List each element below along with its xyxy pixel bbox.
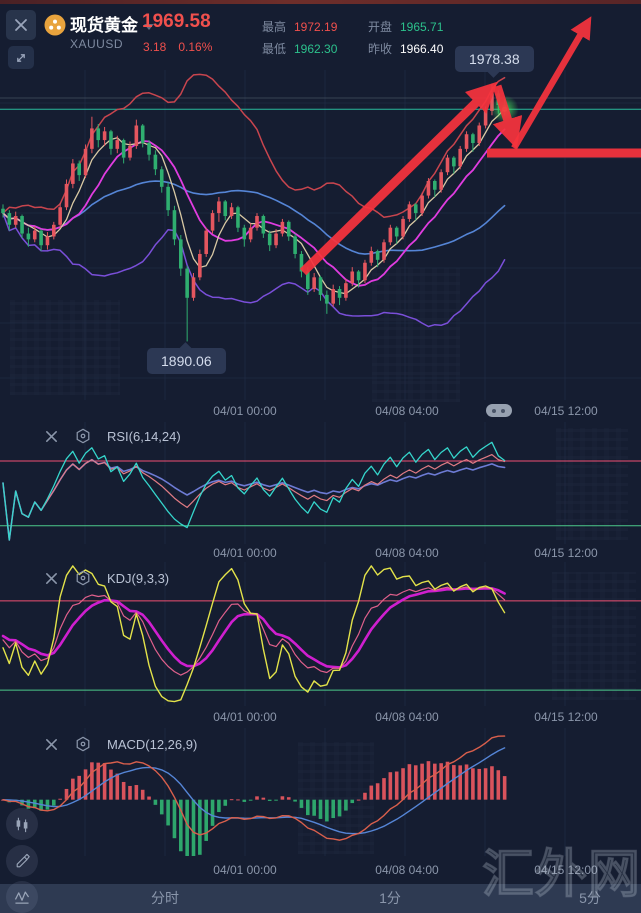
time-label: 04/01 00:00 [213,710,277,724]
time-label: 04/08 04:00 [375,863,439,877]
time-axis-macd: 04/01 00:00 04/08 04:00 04/15 12:00 [0,856,641,884]
rsi-panel-header: RSI(6,14,24) [44,428,181,444]
stat-label-open: 开盘 [368,20,393,34]
close-icon[interactable] [44,571,59,586]
time-axis-main: 04/01 00:00 04/08 04:00 04/15 12:00 [0,400,641,422]
rsi-title: RSI(6,14,24) [107,428,181,444]
time-label: 04/15 12:00 [534,404,598,418]
price-tooltip-high: 1978.38 [455,46,534,72]
candlestick-chart-panel[interactable] [0,70,641,400]
tab-1min[interactable]: 1分 [379,890,401,906]
macd-panel-header: MACD(12,26,9) [44,736,197,752]
change-value: 3.18 [143,40,167,54]
candlestick-icon [16,817,28,833]
macd-panel[interactable]: MACD(12,26,9) [0,728,641,856]
top-accent-bar [0,0,641,4]
tab-5min[interactable]: 5分 [579,890,601,906]
quote-header: 现货黄金 XAUUSD 1969.58 3.18 0.16% 最高 1972.19 … [0,4,641,70]
time-label: 04/15 12:00 [534,863,598,877]
last-price: 1969.58 [142,11,211,32]
indicator-wave-icon [14,891,30,904]
candlestick-chart-canvas[interactable] [0,70,641,400]
price-change: 3.18 0.16% [143,40,224,54]
time-label: 04/01 00:00 [213,546,277,560]
axis-more-pill-button[interactable] [486,404,512,417]
stat-value-prevclose: 1966.40 [400,42,444,56]
stat-label-high: 最高 [262,20,287,34]
tab-timeshare[interactable]: 分时 [151,890,179,906]
stat-label-low: 最低 [262,42,287,56]
time-label: 04/08 04:00 [375,546,439,560]
price-tooltip-low: 1890.06 [147,348,226,374]
stats-column-2: 开盘 1965.71 昨收 1966.40 [368,16,452,60]
rsi-panel[interactable]: RSI(6,14,24) [0,422,641,544]
kdj-chart-canvas[interactable] [0,562,641,706]
resize-button[interactable] [8,46,34,69]
settings-gear-icon[interactable] [75,428,91,444]
stat-value-high: 1972.19 [294,20,338,34]
change-percent: 0.16% [178,40,213,54]
close-button[interactable] [6,10,36,40]
time-label: 04/15 12:00 [534,710,598,724]
timeframe-tab-bar: 分时 1分 5分 [0,884,641,913]
time-label: 04/01 00:00 [213,863,277,877]
resize-arrows-icon [17,53,25,62]
draw-tool-button[interactable] [6,845,38,877]
macd-chart-canvas[interactable] [0,728,641,856]
close-icon[interactable] [44,737,59,752]
kdj-panel-header: KDJ(9,3,3) [44,570,169,586]
indicator-button[interactable] [6,881,38,913]
settings-gear-icon[interactable] [75,570,91,586]
time-label: 04/01 00:00 [213,404,277,418]
time-axis-kdj: 04/01 00:00 04/08 04:00 04/15 12:00 [0,706,641,728]
stat-value-low: 1962.30 [294,42,338,56]
time-axis-rsi: 04/01 00:00 04/08 04:00 04/15 12:00 [0,544,641,562]
stat-label-prevclose: 昨收 [368,42,393,56]
time-label: 04/15 12:00 [534,546,598,560]
kdj-panel[interactable]: KDJ(9,3,3) [0,562,641,706]
chevron-down-icon [144,23,154,30]
gold-coin-icon [44,14,66,41]
stats-column-1: 最高 1972.19 最低 1962.30 [262,16,346,60]
stat-value-open: 1965.71 [400,20,444,34]
rsi-chart-canvas[interactable] [0,422,641,544]
close-icon [15,19,27,31]
time-label: 04/08 04:00 [375,710,439,724]
settings-gear-icon[interactable] [75,736,91,752]
macd-title: MACD(12,26,9) [107,736,198,752]
instrument-name: 现货黄金 [70,16,138,35]
time-label: 04/08 04:00 [375,404,439,418]
chart-type-button[interactable] [6,808,38,840]
instrument-symbol: XAUUSD [70,37,124,51]
instrument-title[interactable]: 现货黄金 [70,11,154,36]
close-icon[interactable] [44,429,59,444]
pencil-icon [16,853,30,868]
kdj-title: KDJ(9,3,3) [107,570,170,586]
